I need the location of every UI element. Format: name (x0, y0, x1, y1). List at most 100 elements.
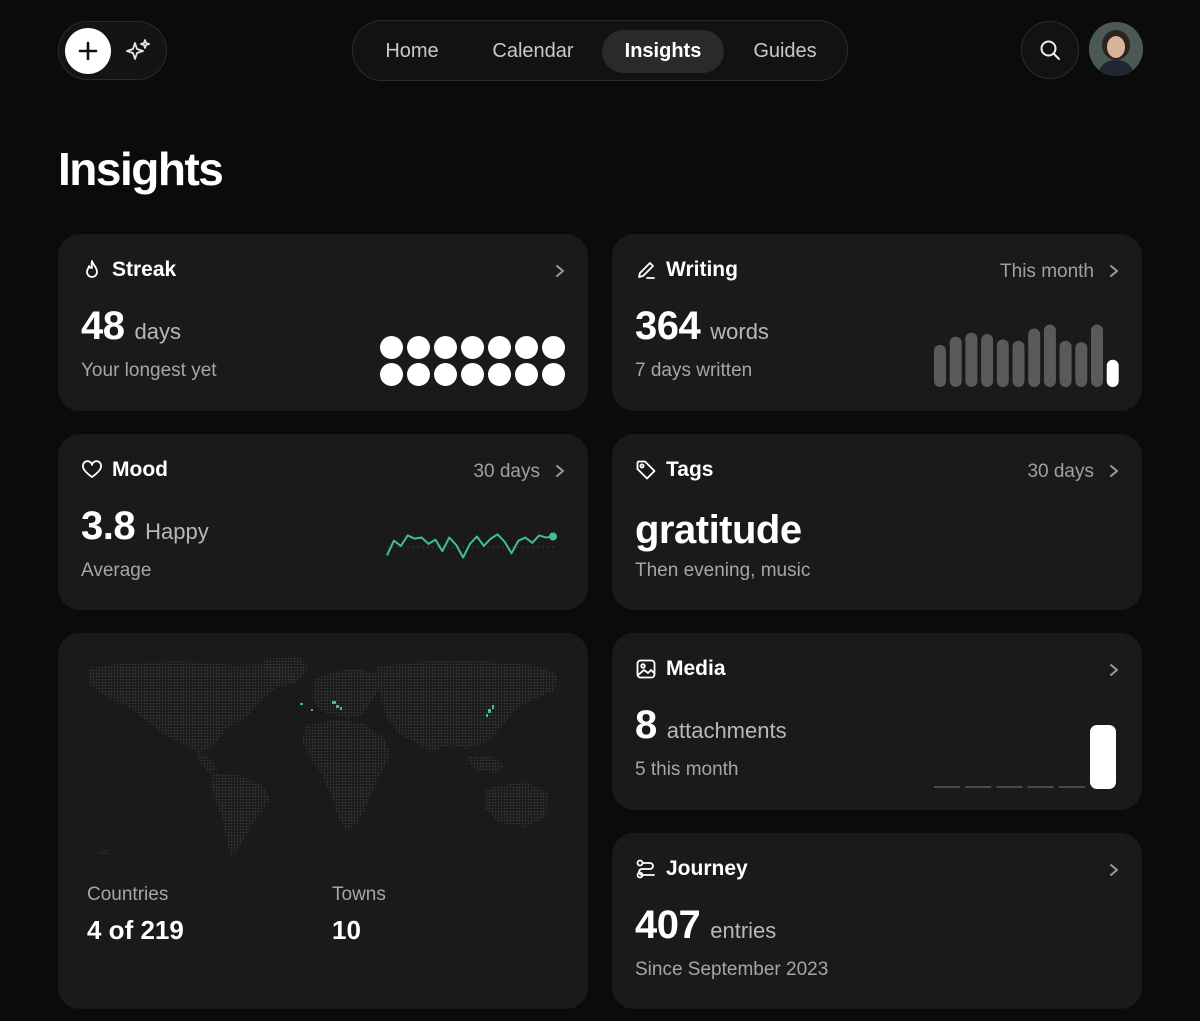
sparkle-icon (126, 39, 150, 60)
writing-bar (1106, 359, 1119, 387)
mood-range[interactable]: 30 days (473, 461, 540, 482)
streak-dot (542, 336, 565, 359)
tag-icon (636, 460, 656, 480)
mood-value: 3.8 (81, 504, 136, 548)
streak-dot (434, 336, 457, 359)
writing-range[interactable]: This month (1000, 261, 1094, 282)
tags-caption: Then evening, music (635, 560, 811, 581)
writing-bar-chart (934, 324, 1119, 387)
card-title: Tags (666, 458, 714, 481)
visited-countries (300, 701, 494, 717)
top-bar: Home Calendar Insights Guides (0, 0, 1200, 110)
mood-latest-point (549, 532, 557, 541)
visited-marker (488, 709, 491, 713)
journey-unit: entries (710, 918, 777, 943)
card-header: Journey (635, 857, 748, 881)
chevron-right-icon[interactable] (1108, 862, 1120, 878)
card-header: Streak (81, 258, 176, 282)
user-photo-icon (1089, 22, 1143, 76)
tags-range[interactable]: 30 days (1027, 461, 1094, 482)
media-bar (965, 786, 992, 788)
card-title: Media (666, 657, 726, 680)
world-map (88, 657, 558, 855)
media-value-row: 8 attachments (635, 703, 787, 748)
mood-unit: Happy (145, 519, 209, 544)
tab-insights[interactable]: Insights (602, 30, 724, 73)
streak-value: 48 (81, 304, 125, 348)
visited-marker (300, 703, 303, 705)
streak-dot (515, 363, 538, 386)
streak-dot-row (380, 363, 566, 386)
plus-icon (78, 41, 98, 61)
writing-unit: words (710, 319, 769, 344)
countries-label: Countries (87, 884, 169, 905)
card-title: Writing (666, 258, 738, 281)
media-unit: attachments (666, 718, 787, 743)
chevron-right-icon[interactable] (1108, 662, 1120, 678)
media-caption: 5 this month (635, 759, 739, 780)
mood-card[interactable]: Mood 30 days 3.8 Happy Average (58, 434, 588, 610)
journey-value-row: 407 entries (635, 903, 776, 948)
tags-card[interactable]: Tags 30 days gratitude Then evening, mus… (612, 434, 1142, 610)
writing-bar (1012, 340, 1025, 387)
mood-value-row: 3.8 Happy (81, 504, 209, 549)
journey-card[interactable]: Journey 407 entries Since September 2023 (612, 833, 1142, 1009)
media-bar (934, 786, 960, 788)
tab-home[interactable]: Home (385, 40, 439, 62)
mood-sparkline (386, 532, 557, 559)
streak-dot-row (380, 336, 566, 359)
streak-dot (461, 363, 484, 386)
tab-calendar[interactable]: Calendar (492, 40, 574, 62)
streak-value-row: 48 days (81, 304, 181, 349)
streak-dot (407, 336, 430, 359)
writing-bar (1075, 342, 1088, 387)
route-icon (636, 859, 655, 879)
streak-dot (434, 363, 457, 386)
quick-actions (58, 21, 167, 80)
streak-dot (461, 336, 484, 359)
streak-unit: days (134, 319, 181, 344)
writing-bar (1091, 324, 1103, 387)
chevron-right-icon[interactable] (1108, 263, 1120, 279)
mood-line-series (386, 533, 554, 559)
image-icon (636, 659, 656, 679)
card-title: Streak (112, 258, 177, 281)
search-button[interactable] (1021, 21, 1079, 79)
journey-value: 407 (635, 903, 701, 947)
writing-bar (934, 344, 946, 387)
journey-caption: Since September 2023 (635, 959, 829, 980)
continents (88, 657, 558, 855)
visited-marker (332, 701, 336, 704)
writing-bar (949, 336, 962, 387)
writing-value: 364 (635, 304, 701, 348)
writing-bar (981, 333, 994, 387)
media-bar (1058, 786, 1085, 788)
avatar[interactable] (1089, 22, 1143, 76)
writing-bar (996, 339, 1009, 387)
add-entry-button[interactable] (65, 28, 111, 74)
card-header: Media (635, 657, 726, 681)
media-bar (996, 786, 1023, 788)
tags-value-row: gratitude (635, 508, 802, 553)
page-title: Insights (58, 143, 224, 195)
streak-dot (488, 336, 511, 359)
writing-card[interactable]: Writing This month 364 words 7 days writ… (612, 234, 1142, 411)
streak-caption: Your longest yet (81, 360, 217, 381)
chevron-right-icon[interactable] (1108, 463, 1120, 479)
chevron-right-icon[interactable] (554, 263, 566, 279)
card-header: Writing (635, 258, 738, 282)
media-card[interactable]: Media 8 attachments 5 this month (612, 633, 1142, 810)
heart-icon (82, 460, 102, 478)
writing-bar (1059, 340, 1072, 387)
writing-bar (1043, 324, 1056, 387)
pencil-icon (638, 262, 655, 279)
writing-value-row: 364 words (635, 304, 769, 349)
places-card[interactable]: Countries 4 of 219 Towns 10 (58, 633, 588, 1009)
writing-bar (1028, 328, 1041, 387)
streak-card[interactable]: Streak 48 days Your longest yet (58, 234, 588, 411)
tab-guides[interactable]: Guides (753, 40, 817, 62)
flame-icon (86, 260, 98, 278)
streak-dot (407, 363, 430, 386)
chevron-right-icon[interactable] (554, 463, 566, 479)
ai-sparkle-button[interactable] (121, 34, 155, 68)
